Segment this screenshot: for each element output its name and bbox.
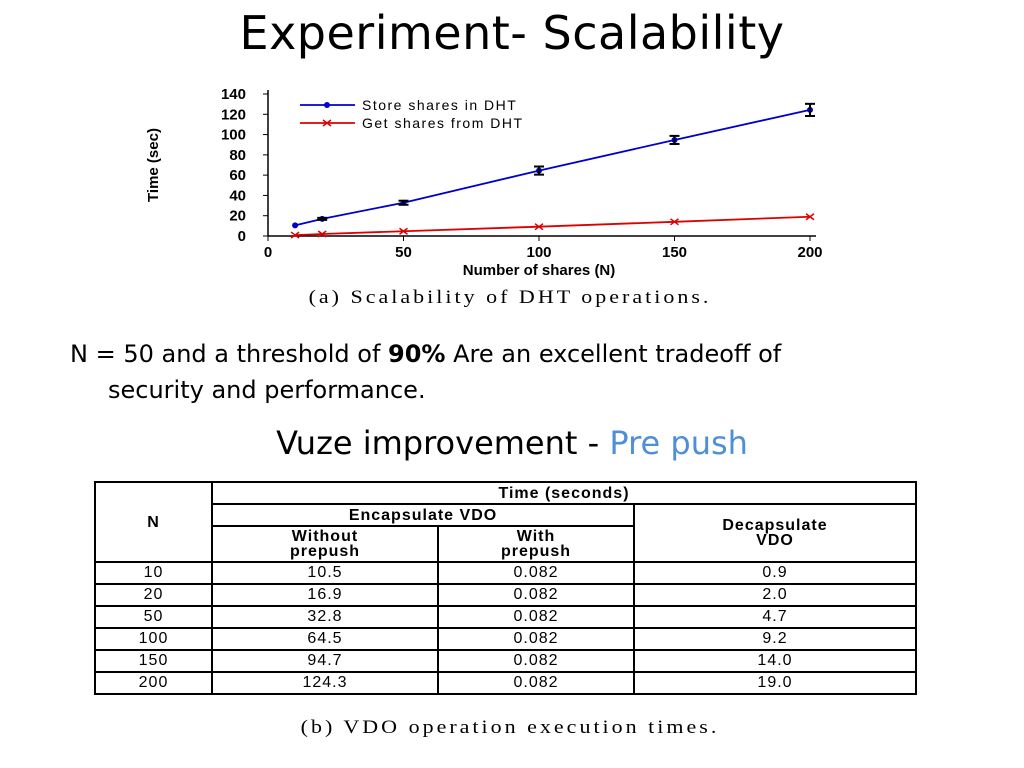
x-tick-label: 200 — [797, 244, 822, 261]
note-text-2: Are an excellent tradeoff of — [445, 340, 782, 368]
legend-marker — [324, 102, 330, 108]
series-line — [295, 215, 811, 236]
x-axis-label: Number of shares (N) — [463, 262, 616, 279]
x-tick-label: 0 — [264, 244, 272, 261]
y-tick-label: 60 — [229, 167, 246, 184]
y-tick-label: 120 — [221, 106, 246, 123]
table-cell: 10.5 — [211, 561, 439, 585]
table-cell: 2.0 — [633, 583, 917, 607]
table-row: 100 64.5 0.082 9.2 — [94, 627, 917, 651]
header-decapsulate: Decapsulate VDO — [633, 503, 917, 563]
y-axis-label: Time (sec) — [145, 128, 162, 202]
data-point — [317, 230, 327, 238]
table-cell: 0.082 — [437, 605, 635, 629]
data-point — [290, 231, 300, 239]
table-row: 150 94.7 0.082 14.0 — [94, 649, 917, 673]
slide-title: Experiment- Scalability — [239, 6, 785, 60]
table-row: 50 32.8 0.082 4.7 — [94, 605, 917, 629]
header-with-prepush: With prepush — [437, 525, 635, 563]
table-row: 10 10.5 0.082 0.9 — [94, 561, 917, 585]
table-cell: 14.0 — [633, 649, 917, 673]
data-point — [292, 222, 299, 229]
table-cell: 16.9 — [211, 583, 439, 607]
table-cell: 20 — [94, 583, 213, 607]
header-encapsulate: Encapsulate VDO — [211, 503, 635, 527]
legend-label: Get shares from DHT — [362, 115, 524, 131]
table-cell: 10 — [94, 561, 213, 585]
y-tick-label: 40 — [229, 187, 246, 204]
table-caption: (b) VDO operation execution times. — [300, 715, 720, 738]
subheading-main: Vuze improvement - — [276, 424, 610, 462]
conclusion-note: N = 50 and a threshold of 90% Are an exc… — [70, 336, 950, 408]
table-cell: 4.7 — [633, 605, 917, 629]
table-cell: 150 — [94, 649, 213, 673]
data-point — [805, 213, 815, 221]
table-cell: 0.082 — [437, 627, 635, 651]
note-text-3: security and performance. — [108, 376, 426, 404]
table-cell: 124.3 — [211, 671, 439, 695]
header-n: N — [94, 481, 213, 563]
table-row: 200 124.3 0.082 19.0 — [94, 671, 917, 695]
table-cell: 100 — [94, 627, 213, 651]
table-cell: 0.082 — [437, 561, 635, 585]
note-text-1: N = 50 and a threshold of — [70, 340, 389, 368]
legend-label: Store shares in DHT — [362, 97, 517, 113]
legend-marker — [322, 119, 332, 127]
table-cell: 32.8 — [211, 605, 439, 629]
table-row: 20 16.9 0.082 2.0 — [94, 583, 917, 607]
subheading-accent: Pre push — [609, 424, 748, 462]
data-point — [670, 218, 679, 226]
y-tick-label: 20 — [229, 208, 246, 225]
table-cell: 19.0 — [633, 671, 917, 695]
y-tick-label: 0 — [238, 228, 246, 245]
note-threshold: 90% — [388, 340, 446, 368]
section-subheading: Vuze improvement - Pre push — [0, 424, 1024, 462]
x-tick-label: 150 — [662, 244, 687, 261]
y-tick-label: 80 — [229, 147, 246, 164]
table-cell: 0.082 — [437, 649, 635, 673]
vdo-times-table: N Time (seconds) Encapsulate VDO Decapsu… — [94, 481, 917, 695]
y-tick-label: 100 — [221, 127, 246, 144]
table-cell: 0.082 — [437, 671, 635, 695]
table-cell: 200 — [94, 671, 213, 695]
table-cell: 64.5 — [211, 627, 439, 651]
table-cell: 50 — [94, 605, 213, 629]
table-cell: 0.082 — [437, 583, 635, 607]
table-cell: 94.7 — [211, 649, 439, 673]
scalability-chart: 0 20 40 60 80 100 120 140 0 50 100 150 200 Number of … — [145, 86, 823, 279]
table-cell: 0.9 — [633, 561, 917, 585]
header-without-prepush: Without prepush — [211, 525, 439, 563]
header-time: Time (seconds) — [211, 481, 917, 505]
y-tick-label: 140 — [221, 86, 246, 103]
data-point — [399, 227, 408, 235]
x-tick-label: 100 — [526, 244, 551, 261]
chart-caption: (a) Scalability of DHT operations. — [308, 285, 712, 308]
x-tick-label: 50 — [395, 244, 412, 261]
table-cell: 9.2 — [633, 627, 917, 651]
data-point — [534, 223, 544, 231]
